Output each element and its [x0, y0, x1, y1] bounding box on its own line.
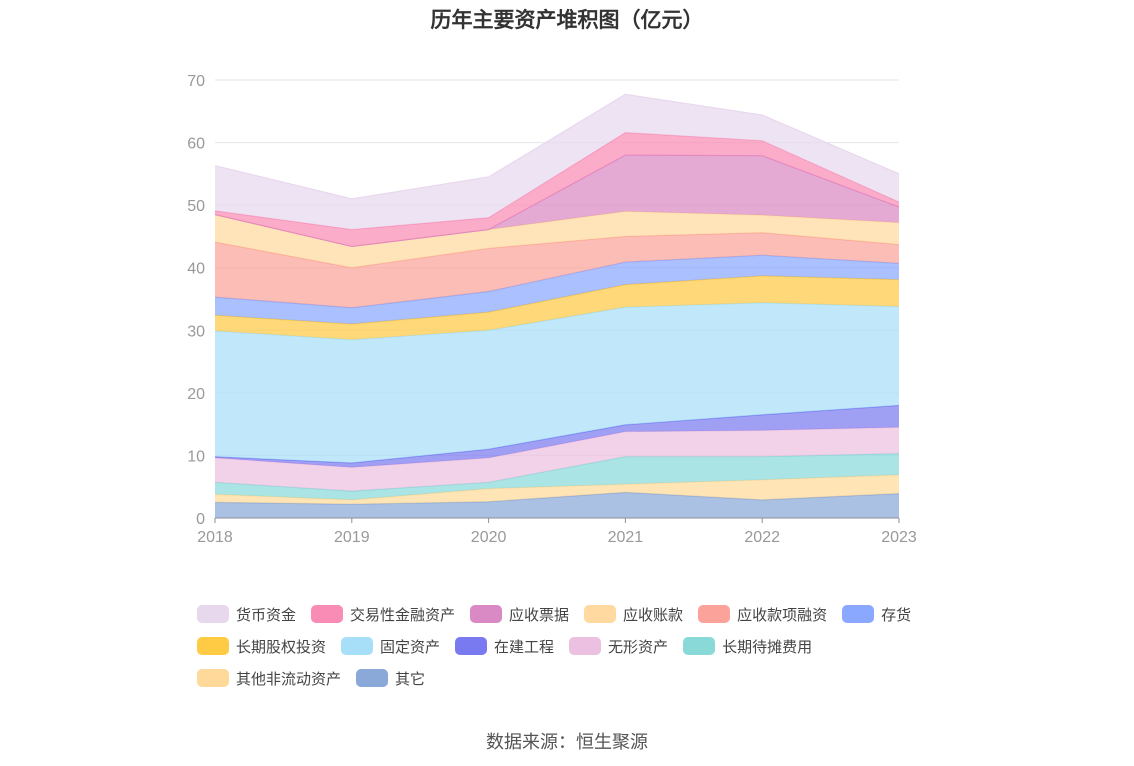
area-其它 [215, 492, 899, 518]
legend-item[interactable]: 应收票据 [470, 604, 569, 625]
legend-label: 在建工程 [494, 637, 555, 656]
area-line-货币资金 [214, 93, 900, 200]
legend-swatch [569, 637, 602, 655]
legend-item[interactable]: 交易性金融资产 [311, 604, 455, 625]
legend: 货币资金 交易性金融资产 应收票据 应收账款 应收款项融资 存货长期股权投资 固定资产 在建工… [197, 598, 957, 694]
area-存货 [215, 255, 899, 325]
area-应收票据 [215, 155, 899, 247]
area-其他非流动资产 [215, 474, 899, 505]
legend-item[interactable]: 在建工程 [455, 636, 554, 657]
y-tick-label: 20 [187, 386, 205, 403]
y-axis: 0 10 20 30 40 50 60 70 [187, 73, 205, 528]
legend-swatch [197, 669, 229, 687]
legend-swatch [584, 605, 617, 623]
x-tick-label: 2023 [881, 529, 917, 546]
legend-row: 长期股权投资 固定资产 在建工程 无形资产 长期待摊费用 [197, 630, 957, 662]
legend-swatch [470, 605, 503, 623]
stacked-area-chart: 2018 2019 2020 2021 2022 2023 0 10 20 30 40 50 60 70 [187, 73, 917, 546]
legend-item[interactable]: 应收账款 [584, 604, 683, 625]
legend-row: 其他非流动资产 其它 [197, 662, 957, 694]
x-tick-label: 2018 [197, 529, 233, 546]
y-tick-label: 60 [187, 136, 205, 153]
legend-label: 货币资金 [236, 605, 297, 624]
legend-label: 应收票据 [509, 605, 570, 624]
legend-item[interactable]: 无形资产 [569, 636, 668, 657]
legend-label: 无形资产 [608, 637, 669, 656]
x-tick-label: 2020 [471, 529, 507, 546]
legend-item[interactable]: 应收款项融资 [698, 604, 827, 625]
legend-item[interactable]: 其他非流动资产 [197, 668, 341, 689]
legend-row: 货币资金 交易性金融资产 应收票据 应收账款 应收款项融资 存货 [197, 598, 957, 630]
legend-label: 存货 [881, 605, 912, 624]
area-固定资产 [215, 302, 899, 463]
legend-label: 固定资产 [380, 637, 441, 656]
legend-item[interactable]: 固定资产 [341, 636, 440, 657]
area-line-长期股权投资 [214, 275, 900, 325]
y-tick-label: 70 [187, 73, 205, 90]
area-应收款项融资 [215, 232, 899, 308]
area-series [214, 93, 900, 518]
legend-swatch [311, 605, 344, 623]
y-tick-label: 10 [187, 448, 205, 465]
legend-label: 应收款项融资 [737, 605, 828, 624]
legend-item[interactable]: 货币资金 [197, 604, 296, 625]
legend-swatch [197, 637, 229, 655]
area-应收账款 [215, 211, 899, 268]
legend-item[interactable]: 其它 [356, 668, 425, 689]
x-tick-label: 2021 [608, 529, 644, 546]
legend-label: 其它 [395, 669, 426, 688]
area-无形资产 [215, 427, 899, 492]
legend-swatch [197, 605, 229, 623]
legend-swatch [356, 669, 389, 687]
legend-swatch [842, 605, 875, 623]
x-tick-label: 2019 [334, 529, 370, 546]
legend-item[interactable]: 长期股权投资 [197, 636, 326, 657]
y-tick-label: 0 [196, 511, 205, 528]
legend-label: 交易性金融资产 [350, 605, 456, 624]
x-axis: 2018 2019 2020 2021 2022 2023 [197, 517, 917, 546]
legend-swatch [683, 637, 716, 655]
area-长期股权投资 [215, 275, 899, 340]
legend-label: 其他非流动资产 [236, 669, 342, 688]
legend-item[interactable]: 长期待摊费用 [683, 636, 812, 657]
legend-swatch [698, 605, 731, 623]
legend-item[interactable]: 存货 [842, 604, 911, 625]
y-tick-label: 40 [187, 261, 205, 278]
area-长期待摊费用 [215, 453, 899, 500]
y-tick-label: 50 [187, 198, 205, 215]
legend-label: 长期股权投资 [236, 637, 327, 656]
y-tick-label: 30 [187, 323, 205, 340]
chart-title: 历年主要资产堆积图（亿元） [430, 8, 704, 32]
area-货币资金 [215, 94, 899, 230]
area-交易性金融资产 [215, 132, 899, 247]
source-note: 数据来源：恒生聚源 [486, 732, 648, 753]
x-tick-label: 2022 [744, 529, 780, 546]
legend-swatch [341, 637, 374, 655]
legend-label: 长期待摊费用 [722, 637, 813, 656]
legend-swatch [455, 637, 488, 655]
legend-label: 应收账款 [623, 605, 684, 624]
area-在建工程 [215, 405, 899, 468]
